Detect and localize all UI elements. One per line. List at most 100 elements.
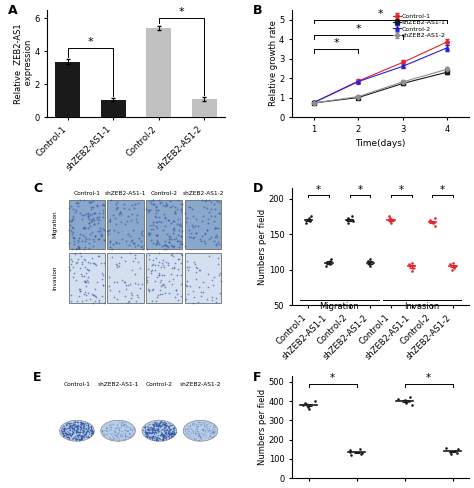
Point bbox=[94, 219, 102, 226]
Point bbox=[165, 216, 173, 224]
Point bbox=[145, 433, 153, 441]
Point bbox=[156, 278, 164, 286]
Point bbox=[72, 208, 79, 216]
Point bbox=[122, 285, 130, 293]
Point bbox=[96, 224, 104, 232]
Bar bbox=[146, 28, 171, 117]
Point bbox=[113, 421, 120, 429]
Point bbox=[211, 427, 219, 435]
Point bbox=[86, 223, 93, 230]
Point bbox=[71, 234, 78, 242]
Point bbox=[73, 422, 81, 429]
Point bbox=[67, 419, 74, 427]
Point bbox=[190, 421, 197, 429]
Point bbox=[167, 421, 175, 429]
Point bbox=[73, 244, 81, 252]
Point bbox=[167, 429, 175, 437]
Point bbox=[88, 254, 95, 262]
Point bbox=[60, 426, 68, 433]
Point bbox=[128, 291, 136, 299]
Point bbox=[128, 294, 135, 302]
Point bbox=[88, 429, 96, 437]
Point bbox=[181, 425, 189, 433]
Point bbox=[203, 225, 211, 233]
Point bbox=[189, 432, 197, 440]
Point bbox=[203, 421, 210, 428]
Point bbox=[76, 418, 83, 426]
Point bbox=[114, 436, 121, 444]
Point bbox=[118, 418, 126, 426]
Point bbox=[215, 209, 223, 217]
Point bbox=[78, 420, 86, 427]
Point bbox=[74, 199, 82, 207]
Point bbox=[146, 429, 154, 437]
Point bbox=[79, 297, 86, 305]
Point bbox=[451, 447, 458, 455]
Point bbox=[175, 255, 182, 263]
Point bbox=[65, 424, 73, 431]
Point bbox=[197, 292, 205, 300]
Point bbox=[163, 430, 170, 438]
Point bbox=[100, 431, 107, 439]
Point bbox=[72, 435, 80, 443]
Point bbox=[120, 200, 128, 208]
Point bbox=[66, 423, 73, 430]
Point bbox=[128, 430, 136, 438]
Point bbox=[168, 429, 175, 437]
Point bbox=[89, 429, 97, 437]
Point bbox=[132, 200, 139, 208]
Point bbox=[147, 429, 155, 437]
Point bbox=[192, 422, 200, 429]
Point bbox=[72, 435, 79, 443]
Point bbox=[118, 276, 126, 284]
Text: *: * bbox=[316, 184, 321, 195]
Point bbox=[76, 435, 83, 443]
Point bbox=[152, 434, 159, 442]
Point bbox=[62, 429, 69, 437]
Point bbox=[73, 427, 80, 435]
Point bbox=[66, 431, 74, 439]
Point bbox=[111, 428, 119, 436]
Point bbox=[69, 205, 77, 213]
Point bbox=[65, 422, 73, 429]
Point bbox=[210, 430, 217, 438]
Point bbox=[141, 424, 148, 431]
Point bbox=[167, 431, 174, 439]
Point bbox=[88, 210, 96, 218]
Point bbox=[120, 278, 128, 286]
Point bbox=[74, 421, 82, 429]
Point bbox=[120, 418, 128, 426]
Point bbox=[106, 421, 113, 428]
Point bbox=[86, 198, 93, 206]
Point bbox=[131, 239, 138, 246]
Point bbox=[69, 244, 76, 252]
Point bbox=[88, 430, 96, 438]
Point bbox=[131, 279, 139, 287]
Point bbox=[66, 423, 74, 430]
Point bbox=[149, 285, 157, 293]
Point bbox=[109, 240, 117, 247]
Point bbox=[113, 424, 120, 432]
Point bbox=[159, 434, 167, 442]
Point bbox=[127, 423, 134, 430]
Point bbox=[124, 427, 131, 435]
Point bbox=[94, 227, 101, 235]
Point bbox=[165, 430, 173, 438]
Point bbox=[76, 420, 83, 428]
Point bbox=[189, 427, 196, 435]
Point bbox=[344, 215, 351, 223]
Point bbox=[149, 428, 156, 436]
Point bbox=[94, 252, 101, 260]
Point bbox=[164, 428, 172, 436]
Point bbox=[143, 432, 150, 440]
Point bbox=[73, 421, 81, 428]
Point bbox=[160, 271, 168, 279]
Point bbox=[67, 297, 74, 305]
Point bbox=[127, 281, 134, 288]
Point bbox=[84, 432, 91, 440]
Point bbox=[158, 418, 165, 426]
Point bbox=[122, 237, 129, 244]
Text: Migration: Migration bbox=[319, 303, 359, 311]
Point bbox=[65, 240, 73, 247]
Point bbox=[62, 429, 70, 437]
